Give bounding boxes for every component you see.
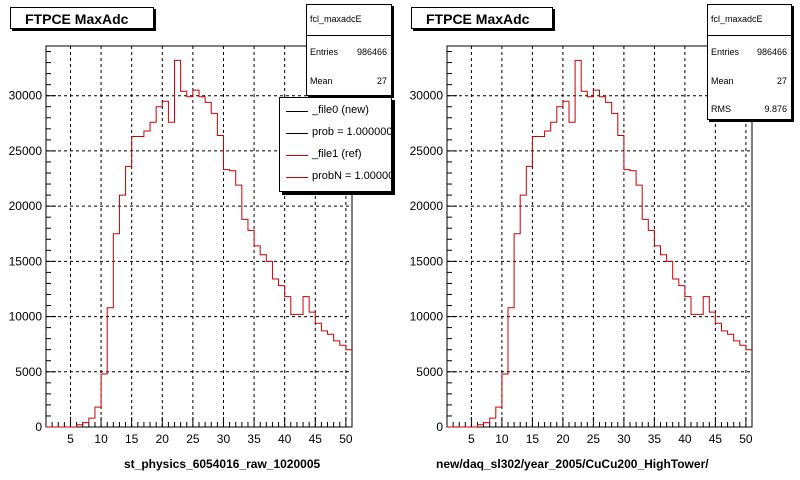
right-x-axis-title: new/daq_sl302/year_2005/CuCu200_HighTowe… [436,457,709,471]
left-x-tick-label-35: 35 [247,432,261,446]
legend-entry-file1: _file1 (ref) [280,145,391,165]
legend-label-prob: prob = 1.000000 [312,126,392,138]
right-stats-entries-value: 986466 [756,47,787,57]
left-x-tick-label-25: 25 [186,432,200,446]
left-x-tick-label-40: 40 [278,432,292,446]
right-stats-name: fcl_maxadcE [711,14,763,24]
legend-swatch-file1 [286,155,308,156]
left-stats-entries-value: 986466 [356,47,387,57]
left-x-axis-title: st_physics_6054016_raw_1020005 [124,457,321,471]
right-stats-mean-label: Mean [711,76,734,86]
legend-swatch-file0 [286,111,308,112]
legend-label-file0: _file0 (new) [312,104,369,116]
right-stats-box: fcl_maxadcE Entries 986466 Mean 27 RMS 9… [707,4,792,120]
right-stats-entries-label: Entries [711,47,740,57]
left-stats-box: fcl_maxadcE Entries 986466 Mean 27 [306,4,392,96]
left-x-tick-label-5: 5 [67,432,74,446]
left-stats-divider [307,35,391,36]
right-stats-rms-value: 9.876 [764,104,787,114]
left-stats-mean-label: Mean [310,76,333,86]
legend-entry-prob: prob = 1.000000 [280,123,391,143]
right-title-box: FTPCE MaxAdc [411,7,553,29]
left-y-tick-label-20000: 20000 [9,199,43,213]
right-stats-mean-value: 27 [776,76,787,86]
left-x-tick-label-20: 20 [156,432,170,446]
left-y-tick-label-0: 0 [35,420,42,434]
legend-label-probn: probN = 1.000000 [312,170,392,182]
left-y-tick-label-10000: 10000 [9,310,43,324]
left-title-box: FTPCE MaxAdc [10,7,154,29]
legend-entry-probn: probN = 1.000000 [280,167,391,187]
left-x-tick-label-45: 45 [309,432,323,446]
legend-swatch-probn [286,177,308,178]
legend-swatch-prob [286,133,308,134]
left-x-tick-label-30: 30 [217,432,231,446]
left-legend[interactable]: _file0 (new) prob = 1.000000 _file1 (ref… [279,97,392,192]
left-title: FTPCE MaxAdc [25,11,129,27]
left-x-tick-label-10: 10 [94,432,108,446]
legend-entry-file0: _file0 (new) [280,101,391,121]
left-stats-mean-value: 27 [376,76,387,86]
right-title: FTPCE MaxAdc [426,11,530,27]
left-y-tick-label-15000: 15000 [9,254,43,268]
right-stats-divider [708,35,791,36]
legend-label-file1: _file1 (ref) [312,148,362,160]
left-y-tick-label-30000: 30000 [9,89,43,103]
left-stats-name: fcl_maxadcE [310,14,362,24]
left-y-tick-label-25000: 25000 [9,144,43,158]
right-stats-rms-label: RMS [711,104,731,114]
left-x-tick-label-50: 50 [339,432,353,446]
left-y-tick-label-5000: 5000 [15,365,42,379]
left-histogram-series-0 [46,59,352,428]
left-stats-entries-label: Entries [310,47,339,57]
left-x-tick-label-15: 15 [125,432,139,446]
